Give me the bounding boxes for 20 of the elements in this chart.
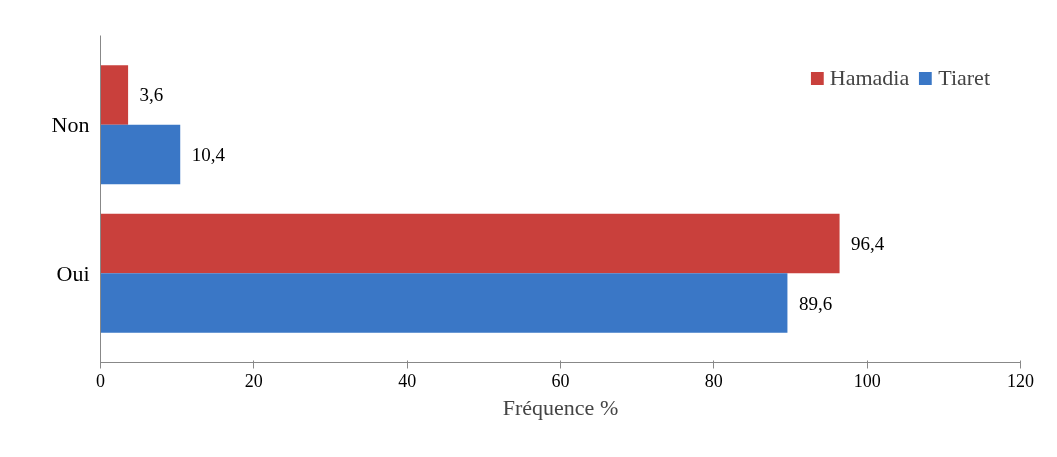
x-tick-label: 100 <box>853 370 881 391</box>
data-label: 89,6 <box>798 292 833 314</box>
x-tick-label: 0 <box>96 370 105 391</box>
bar <box>100 273 788 333</box>
data-label: 10,4 <box>191 143 226 165</box>
x-tick-label: 80 <box>704 370 723 391</box>
bar <box>100 124 181 185</box>
y-tick-label: Oui <box>56 260 90 286</box>
x-tick-label: 120 <box>1007 370 1034 391</box>
y-tick-label: Non <box>51 112 90 138</box>
data-label: 3,6 <box>139 84 164 106</box>
legend-label: Tiaret <box>938 65 990 91</box>
data-label: 96,4 <box>851 233 885 255</box>
x-axis-title: Fréquence % <box>502 394 619 420</box>
x-tick-label: 60 <box>551 370 570 391</box>
bar <box>100 213 840 274</box>
x-tick-label: 20 <box>244 370 263 391</box>
x-tick-label: 40 <box>398 370 417 391</box>
legend-label: Hamadia <box>829 65 910 91</box>
bar <box>100 65 129 125</box>
